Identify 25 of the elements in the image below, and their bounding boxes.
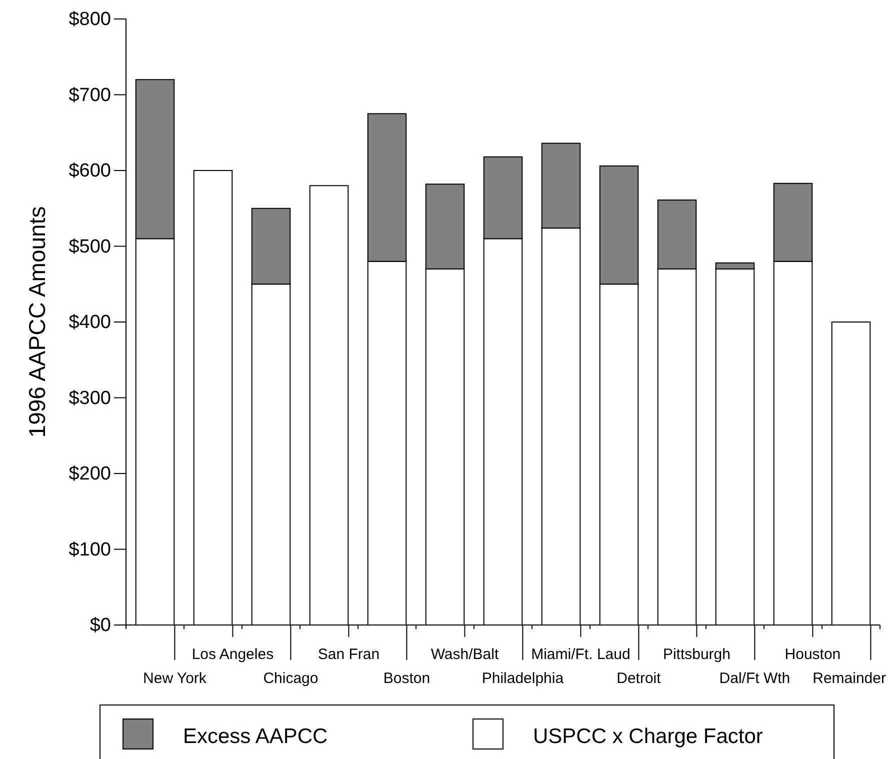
x-tick-label: Los Angeles <box>192 646 274 663</box>
y-tick-label: $600 <box>68 160 111 182</box>
y-tick-label: $0 <box>90 615 111 636</box>
x-tick-label: Chicago <box>263 670 318 687</box>
y-tick-label: $500 <box>68 236 111 258</box>
x-tick-label: Pittsburgh <box>662 646 730 663</box>
x-tick-label: Wash/Balt <box>430 646 500 663</box>
y-tick-label: $700 <box>68 84 111 106</box>
y-tick-label: $800 <box>68 9 111 30</box>
x-tick-label: Detroit <box>616 670 662 687</box>
y-tick-label: $100 <box>68 539 111 560</box>
legend-label: Excess AAPCC <box>183 725 328 748</box>
y-tick-label: $300 <box>68 388 111 409</box>
x-tick-label: Miami/Ft. Laud <box>531 646 630 663</box>
x-tick-label: New York <box>143 670 207 687</box>
legend-label: USPCC x Charge Factor <box>533 725 763 748</box>
x-tick-label: Houston <box>784 646 841 663</box>
x-tick-label: Philadelphia <box>482 670 564 687</box>
y-axis-title: 1996 AAPCC Amounts <box>24 206 50 438</box>
x-tick-label: San Fran <box>318 646 380 663</box>
y-tick-label: $200 <box>68 464 111 485</box>
x-tick-label: Remainder <box>812 670 886 687</box>
x-tick-label: Boston <box>383 670 430 687</box>
x-tick-label: Dal/Ft Wth <box>719 670 790 687</box>
y-tick-label: $400 <box>68 312 111 334</box>
